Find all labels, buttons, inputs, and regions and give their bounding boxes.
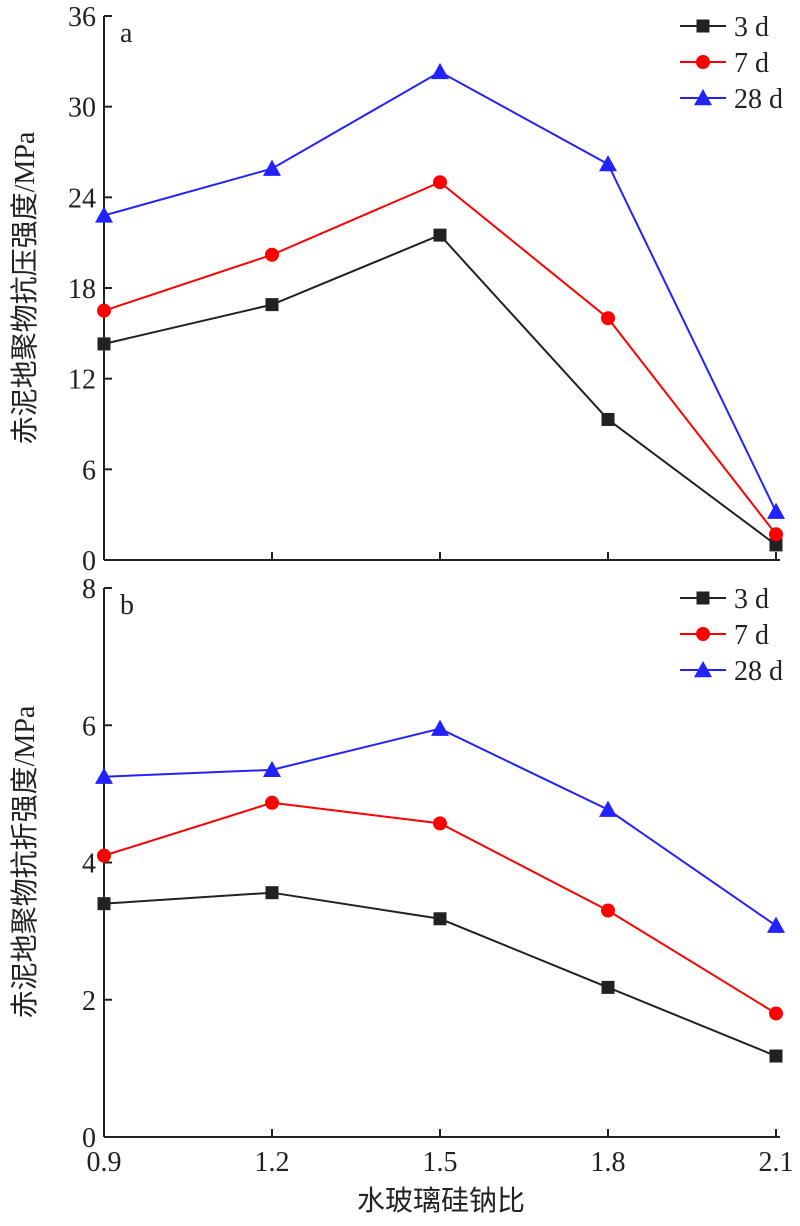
data-point xyxy=(601,903,615,918)
data-point xyxy=(95,767,113,784)
panel-label: a xyxy=(120,18,133,49)
flexural-strength-panel: 0 2 4 6 8 0.9 1.2 1.5 1.8 2.1 b 赤泥地聚物抗折强度/MPa 3 d 7 d… xyxy=(9,574,794,1178)
y-tick-label: 0 xyxy=(82,1123,96,1154)
data-point xyxy=(265,886,279,900)
data-point xyxy=(601,412,615,426)
data-point xyxy=(433,816,447,831)
series-line xyxy=(103,233,777,546)
data-point xyxy=(265,298,279,312)
series-7d xyxy=(97,175,783,542)
x-axis-title: 水玻璃硅钠比 xyxy=(357,1185,525,1217)
legend-marker xyxy=(696,591,710,605)
data-point xyxy=(263,760,281,778)
legend-label: 28 d xyxy=(734,84,783,115)
data-point xyxy=(433,912,447,926)
series-7d xyxy=(97,795,783,1021)
y-tick-label: 24 xyxy=(68,183,96,214)
data-point xyxy=(95,206,113,223)
y-tick-label: 4 xyxy=(82,849,96,880)
y-tick-label: 0 xyxy=(82,546,96,577)
legend: 3 d 7 d 28 d xyxy=(680,12,783,115)
y-tick-label: 36 xyxy=(68,2,96,33)
data-point xyxy=(431,62,449,80)
data-point xyxy=(599,155,617,172)
y-tick-label: 18 xyxy=(68,274,96,305)
data-point xyxy=(767,916,785,933)
panel-label: b xyxy=(120,590,134,621)
y-tick-label: 2 xyxy=(82,986,96,1017)
data-point xyxy=(433,228,447,242)
data-point xyxy=(769,1049,783,1063)
x-tick-label: 2.1 xyxy=(759,1147,794,1178)
data-point xyxy=(433,175,447,190)
data-point xyxy=(769,1006,783,1021)
data-point xyxy=(263,159,281,176)
data-point xyxy=(769,538,783,552)
data-point xyxy=(599,800,617,817)
legend-marker xyxy=(696,627,710,641)
legend-marker xyxy=(696,55,710,69)
legend-label: 7 d xyxy=(734,620,769,651)
series-28d xyxy=(95,719,785,933)
y-axis-title: 赤泥地聚物抗折强度/MPa xyxy=(9,705,41,1018)
legend: 3 d 7 d 28 d xyxy=(680,584,783,687)
y-tick-label: 12 xyxy=(68,365,96,396)
x-tick-label: 1.5 xyxy=(423,1147,458,1178)
x-tick-label: 0.9 xyxy=(87,1147,122,1178)
legend-marker xyxy=(694,661,712,678)
legend-label: 3 d xyxy=(734,12,769,43)
x-tick-label: 1.8 xyxy=(591,1147,626,1178)
y-tick-label: 8 xyxy=(82,574,96,605)
legend-label: 28 d xyxy=(734,656,783,687)
data-point xyxy=(97,303,111,318)
y-axis-title: 赤泥地聚物抗压强度/MPa xyxy=(9,131,41,444)
y-tick-label: 6 xyxy=(82,711,96,742)
data-point xyxy=(97,897,111,911)
data-point xyxy=(265,247,279,262)
x-tick-label: 1.2 xyxy=(255,1147,290,1178)
data-point xyxy=(769,527,783,542)
series-3d xyxy=(97,886,783,1063)
legend-marker xyxy=(696,19,710,33)
series-28d xyxy=(95,62,785,519)
legend-marker xyxy=(694,89,712,106)
data-point xyxy=(601,980,615,994)
y-tick-label: 30 xyxy=(68,93,96,124)
y-tick-label: 6 xyxy=(82,455,96,486)
series-3d xyxy=(97,228,783,552)
legend-label: 3 d xyxy=(734,584,769,615)
data-point xyxy=(601,311,615,326)
series-line xyxy=(103,801,777,1015)
compressive-strength-panel: 0 6 12 18 24 30 36 a 赤泥地聚物抗压强度/MPa 3 d 7 d 28 d xyxy=(9,2,785,577)
series-line xyxy=(103,70,777,513)
legend-label: 7 d xyxy=(734,48,769,79)
data-point xyxy=(265,795,279,810)
data-point xyxy=(97,337,111,351)
data-point xyxy=(767,502,785,519)
data-point xyxy=(97,848,111,863)
data-point xyxy=(431,719,449,736)
